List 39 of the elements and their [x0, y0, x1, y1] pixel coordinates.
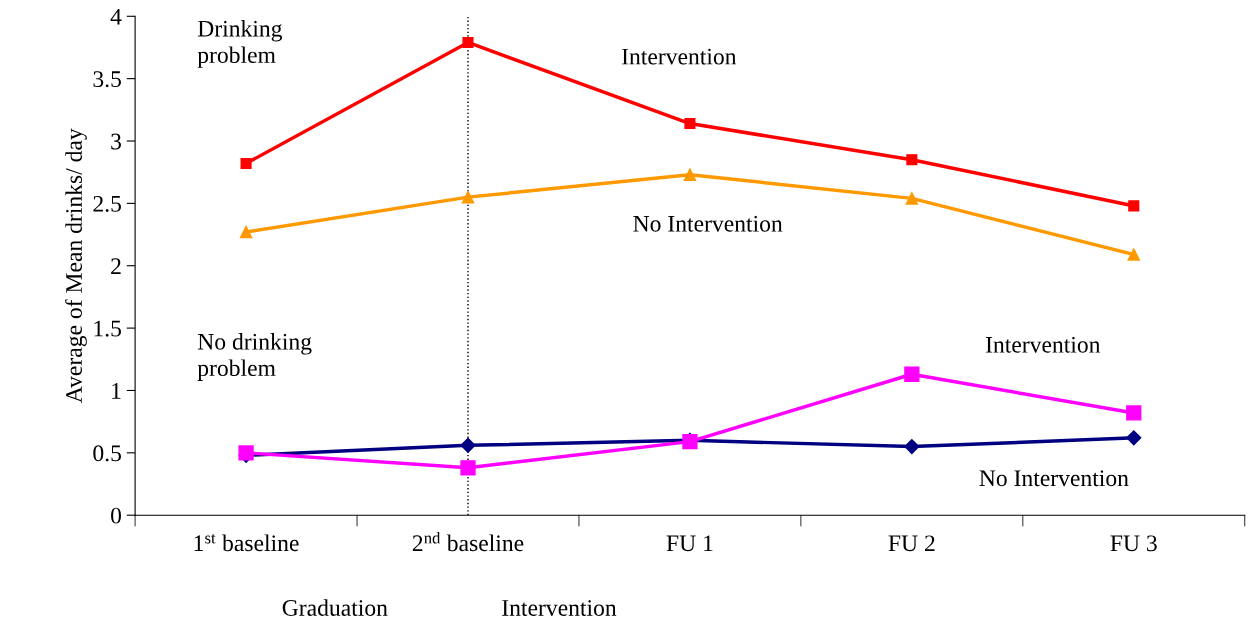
y-tick-label: 2.5: [93, 195, 121, 212]
annotation: Intervention: [985, 336, 1101, 353]
x-tick-label: 2$^{nd}$ baseline: [412, 531, 524, 552]
point: [1126, 405, 1142, 421]
annotation: No drinking problem: [197, 333, 312, 381]
text: Graduation: [282, 599, 388, 616]
annotation: No Intervention: [633, 215, 783, 232]
x-tick-label: FU 3: [1110, 535, 1157, 552]
point: [905, 192, 919, 205]
point: [460, 437, 476, 453]
text: Intervention: [502, 600, 617, 616]
y-tick-label: 2: [111, 258, 121, 274]
point: [684, 117, 696, 130]
point: [461, 190, 475, 204]
annotation: No Intervention: [979, 470, 1129, 487]
y-tick-label: 1.5: [94, 320, 121, 337]
point: [1127, 248, 1141, 261]
point: [460, 460, 476, 476]
y-tick-label: 1: [112, 383, 121, 399]
x-tick-label: 1$^{st}$ baseline: [194, 534, 299, 552]
annotation: Intervention: [621, 48, 737, 65]
point: [683, 168, 697, 181]
y-tick-label: 0.5: [93, 445, 121, 462]
point: [904, 366, 920, 382]
point: [239, 225, 253, 239]
y-tick-label: 4: [110, 8, 122, 25]
y-tick-label: 3: [111, 133, 121, 150]
point: [1126, 430, 1142, 446]
point: [1128, 200, 1140, 212]
x-tick-label: FU 1: [666, 535, 713, 552]
x-tick-label: FU 2: [888, 535, 935, 552]
point: [240, 157, 252, 170]
point: [906, 154, 918, 166]
annotation: Drinking problem: [197, 20, 283, 68]
y-tick-label: 0: [111, 507, 122, 524]
point: [904, 439, 920, 455]
y-tick-label: 3.5: [93, 71, 121, 88]
point: [462, 36, 474, 49]
y-axis-title: Average of Mean drinks/ day: [65, 128, 87, 403]
